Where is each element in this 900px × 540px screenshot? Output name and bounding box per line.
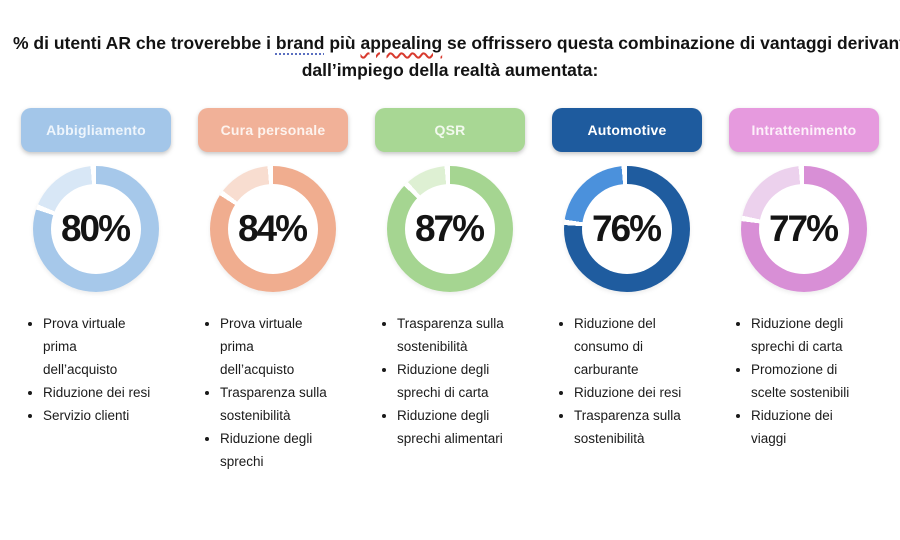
donut-center: 76% (582, 184, 672, 274)
benefit-item: Riduzione degli sprechi alimentari (397, 404, 525, 450)
benefit-item: Promozione di scelte sostenibili (751, 358, 879, 404)
category-column: Automotive 76% Riduzione del consumo di … (552, 108, 702, 473)
percent-value: 80% (60, 208, 131, 249)
donut-chart: 84% (210, 166, 336, 292)
category-pill: Automotive (552, 108, 702, 152)
percent-value: 77% (768, 208, 839, 249)
benefit-item: Trasparenza sulla sostenibilità (574, 404, 702, 450)
benefit-item: Riduzione dei resi (43, 381, 171, 404)
page-title: % di utenti AR che troverebbe i brand pi… (0, 0, 900, 84)
benefit-item: Riduzione degli sprechi di carta (397, 358, 525, 404)
title-word-appealing: appealing (360, 33, 443, 53)
benefit-item: Riduzione degli sprechi (220, 427, 348, 473)
category-column: Intrattenimento 77% Riduzione degli spre… (729, 108, 879, 473)
donut-center: 80% (51, 184, 141, 274)
donut-center: 77% (759, 184, 849, 274)
category-pill: Abbigliamento (21, 108, 171, 152)
benefits-list: Riduzione del consumo di carburanteRiduz… (552, 312, 702, 450)
title-segment: % di utenti AR che troverebbe i (13, 33, 276, 53)
donut-chart: 76% (564, 166, 690, 292)
benefit-item: Riduzione del consumo di carburante (574, 312, 702, 381)
benefit-item: Trasparenza sulla sostenibilità (397, 312, 525, 358)
category-pill: QSR (375, 108, 525, 152)
donut-center: 87% (405, 184, 495, 274)
donut-chart: 80% (33, 166, 159, 292)
benefits-list: Prova virtuale prima dell’acquistoRiduzi… (21, 312, 171, 427)
benefit-item: Riduzione degli sprechi di carta (751, 312, 879, 358)
benefits-list: Prova virtuale prima dell’acquistoTraspa… (198, 312, 348, 473)
title-word-brand: brand (275, 33, 325, 53)
percent-value: 84% (237, 208, 308, 249)
benefits-list: Trasparenza sulla sostenibilitàRiduzione… (375, 312, 525, 450)
category-column: Cura personale 84% Prova virtuale prima … (198, 108, 348, 473)
title-line-1: % di utenti AR che troverebbe i brand pi… (0, 30, 900, 57)
percent-value: 87% (414, 208, 485, 249)
title-segment: più (324, 33, 361, 53)
benefit-item: Servizio clienti (43, 404, 171, 427)
benefit-item: Riduzione dei resi (574, 381, 702, 404)
percent-value: 76% (591, 208, 662, 249)
category-column: Abbigliamento 80% Prova virtuale prima d… (21, 108, 171, 473)
benefit-item: Prova virtuale prima dell’acquisto (220, 312, 348, 381)
title-line-2: dall’impiego della realtà aumentata: (301, 60, 599, 80)
benefits-list: Riduzione degli sprechi di cartaPromozio… (729, 312, 879, 450)
benefit-item: Trasparenza sulla sostenibilità (220, 381, 348, 427)
donut-chart: 87% (387, 166, 513, 292)
benefit-item: Riduzione dei viaggi (751, 404, 879, 450)
category-column: QSR 87% Trasparenza sulla sostenibilitàR… (375, 108, 525, 473)
benefit-item: Prova virtuale prima dell’acquisto (43, 312, 171, 381)
category-pill: Intrattenimento (729, 108, 879, 152)
donut-center: 84% (228, 184, 318, 274)
category-pill: Cura personale (198, 108, 348, 152)
category-columns: Abbigliamento 80% Prova virtuale prima d… (0, 108, 900, 473)
donut-chart: 77% (741, 166, 867, 292)
title-segment: se offrissero questa combinazione di van… (442, 33, 900, 53)
